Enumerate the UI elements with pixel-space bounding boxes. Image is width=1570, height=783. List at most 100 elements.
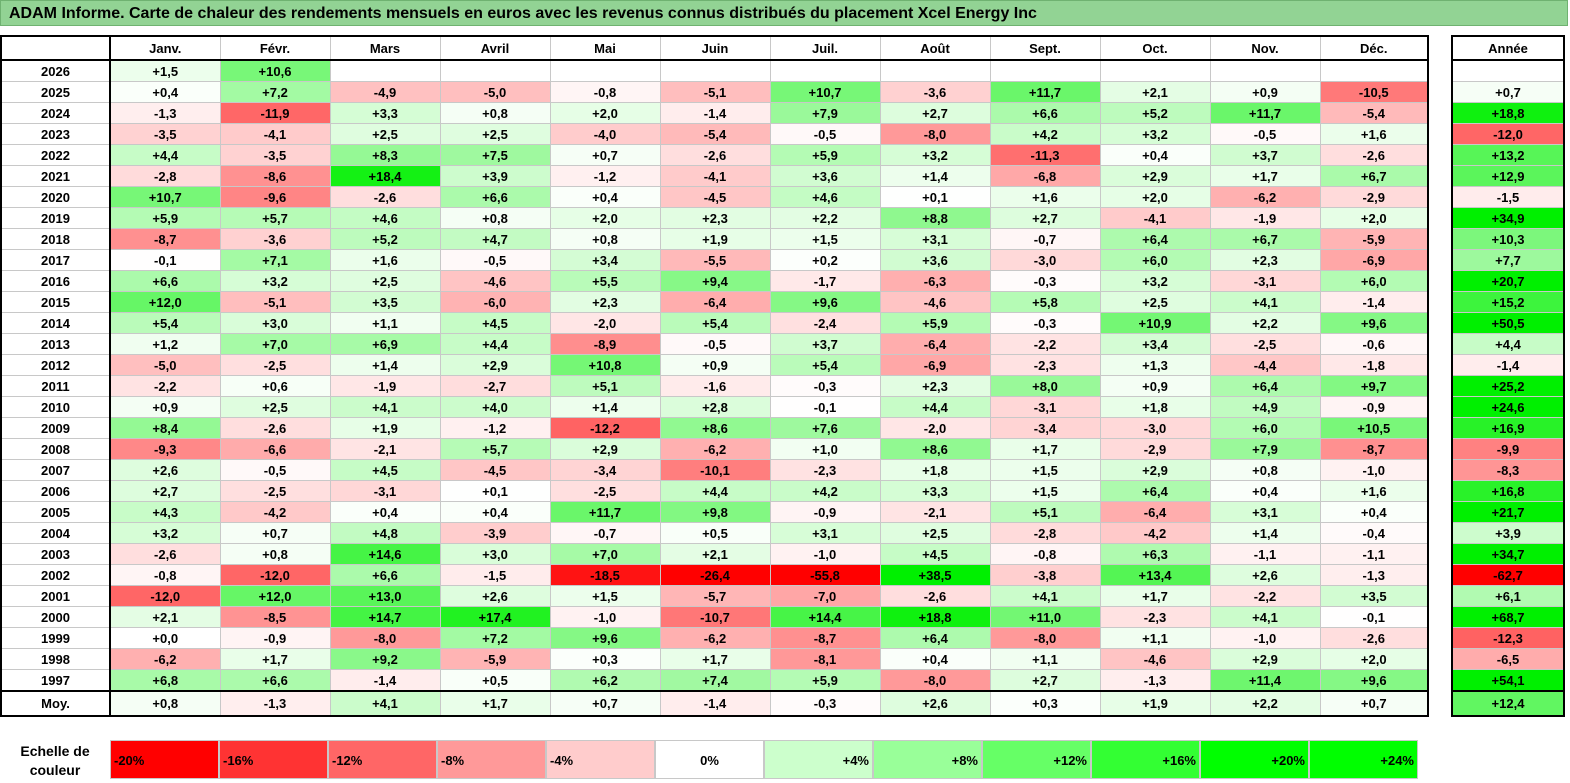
heatmap-cell: -2,9 [1099, 438, 1211, 460]
table-row: 2009 +8,4 -2,6 +1,9 -1,2 -12,2 +8,6 +7,6 -2,0 -3,… [0, 417, 1429, 439]
row-year-label: 2020 [0, 186, 111, 208]
annual-cell: +20,7 [1451, 270, 1565, 292]
heatmap-cell: -4,2 [219, 501, 331, 523]
annual-cell: +54,1 [1451, 669, 1565, 692]
heatmap-cell: -2,5 [1209, 333, 1321, 355]
annual-row: -6,5 [1451, 648, 1565, 670]
heatmap-cell: -1,3 [109, 102, 221, 124]
heatmap-cell: -1,4 [329, 669, 441, 692]
heatmap-cell [879, 59, 991, 82]
scale-step: +4% [764, 740, 873, 779]
heatmap-cell: -5,0 [109, 354, 221, 376]
table-row: 2021 -2,8 -8,6 +18,4 +3,9 -1,2 -4,1 +3,6 +1,4 -6,… [0, 165, 1429, 187]
annual-row: +21,7 [1451, 501, 1565, 523]
corner-cell [0, 35, 111, 61]
average-label: Moy. [0, 690, 111, 717]
average-cell: +1,7 [439, 690, 551, 717]
heatmap-cell: -0,8 [549, 81, 661, 103]
heatmap-cell: +2,9 [1099, 165, 1211, 187]
heatmap-cell: -0,8 [109, 564, 221, 586]
heatmap-cell: -8,0 [989, 627, 1101, 649]
heatmap-cell: +1,6 [329, 249, 441, 271]
heatmap-cell: +6,6 [109, 270, 221, 292]
heatmap-cell: +2,1 [1099, 81, 1211, 103]
heatmap-cell: -9,3 [109, 438, 221, 460]
heatmap-cell: +1,9 [329, 417, 441, 439]
table-row: 2008 -9,3 -6,6 -2,1 +5,7 +2,9 -6,2 +1,0 +8,6 +1,7… [0, 438, 1429, 460]
month-header-4: Mai [549, 35, 661, 61]
heatmap-cell [659, 59, 771, 82]
heatmap-cell: -1,0 [549, 606, 661, 628]
heatmap-cell: +2,3 [1209, 249, 1321, 271]
month-header-9: Oct. [1099, 35, 1211, 61]
heatmap-cell: -6,2 [109, 648, 221, 670]
heatmap-cell: -1,3 [1319, 564, 1429, 586]
heatmap-cell: +6,0 [1209, 417, 1321, 439]
month-header-2: Mars [329, 35, 441, 61]
heatmap-cell: -6,2 [659, 438, 771, 460]
heatmap-cell: +17,4 [439, 606, 551, 628]
heatmap-cell: +0,9 [1209, 81, 1321, 103]
heatmap-cell: -10,7 [659, 606, 771, 628]
heatmap-cell: +3,6 [769, 165, 881, 187]
heatmap-cell: -12,2 [549, 417, 661, 439]
heatmap-cell: +3,6 [879, 249, 991, 271]
heatmap-cell: +9,6 [549, 627, 661, 649]
annual-cell: +34,7 [1451, 543, 1565, 565]
heatmap-cell: -2,4 [769, 312, 881, 334]
heatmap-cell: -3,0 [1099, 417, 1211, 439]
table-row: 2018 -8,7 -3,6 +5,2 +4,7 +0,8 +1,9 +1,5 +3,1 -0,7… [0, 228, 1429, 250]
heatmap-cell: -1,0 [1319, 459, 1429, 481]
annual-cell: +24,6 [1451, 396, 1565, 418]
row-year-label: 2017 [0, 249, 111, 271]
heatmap-cell: +9,2 [329, 648, 441, 670]
heatmap-cell: +1,7 [219, 648, 331, 670]
heatmap-cell: -3,4 [549, 459, 661, 481]
row-year-label: 2024 [0, 102, 111, 124]
heatmap-cell: +1,8 [1099, 396, 1211, 418]
heatmap-cell: -4,9 [329, 81, 441, 103]
heatmap-cell: -10,5 [1319, 81, 1429, 103]
heatmap-cell: -4,6 [879, 291, 991, 313]
heatmap-cell: -3,0 [989, 249, 1101, 271]
color-scale: Echelle de couleur -20% -16% -12% -8% -4% 0% +… [0, 740, 1418, 781]
heatmap-cell: -0,9 [769, 501, 881, 523]
heatmap-cell: -3,5 [219, 144, 331, 166]
heatmap-cell: -6,9 [879, 354, 991, 376]
heatmap-cell: -8,7 [1319, 438, 1429, 460]
annual-row: +54,1 [1451, 669, 1565, 692]
heatmap-cell: -1,2 [439, 417, 551, 439]
heatmap-cell: -2,0 [549, 312, 661, 334]
heatmap-cell: +6,4 [1099, 228, 1211, 250]
row-year-label: 2011 [0, 375, 111, 397]
annual-row: +6,1 [1451, 585, 1565, 607]
annual-header: Année [1451, 35, 1565, 61]
annual-cell: +16,8 [1451, 480, 1565, 502]
heatmap-cell: +18,4 [329, 165, 441, 187]
heatmap-cell: -6,0 [439, 291, 551, 313]
table-row: 2020 +10,7 -9,6 -2,6 +6,6 +0,4 -4,5 +4,6 +0,1 +1,… [0, 186, 1429, 208]
heatmap-cell: +7,4 [659, 669, 771, 692]
heatmap-cell: -3,6 [879, 81, 991, 103]
heatmap-cell: +1,5 [549, 585, 661, 607]
heatmap-cell: +2,0 [549, 102, 661, 124]
heatmap-cell: +4,6 [329, 207, 441, 229]
heatmap-cell: +5,4 [769, 354, 881, 376]
scale-step: -4% [546, 740, 655, 779]
heatmap-cell: -0,1 [109, 249, 221, 271]
month-header-6: Juil. [769, 35, 881, 61]
heatmap-cell: +11,4 [1209, 669, 1321, 692]
heatmap-cell: -2,6 [109, 543, 221, 565]
heatmap-cell: +5,9 [769, 144, 881, 166]
heatmap-cell: +1,7 [1099, 585, 1211, 607]
annual-row: +50,5 [1451, 312, 1565, 334]
heatmap-cell: +8,6 [879, 438, 991, 460]
average-cell: +4,1 [329, 690, 441, 717]
heatmap-cell: +5,7 [219, 207, 331, 229]
heatmap-cell: -1,8 [1319, 354, 1429, 376]
heatmap-cell: +10,5 [1319, 417, 1429, 439]
heatmap-cell: +3,7 [769, 333, 881, 355]
heatmap-cell: +4,4 [659, 480, 771, 502]
average-cell: -0,3 [769, 690, 881, 717]
heatmap-cell: +1,5 [989, 480, 1101, 502]
